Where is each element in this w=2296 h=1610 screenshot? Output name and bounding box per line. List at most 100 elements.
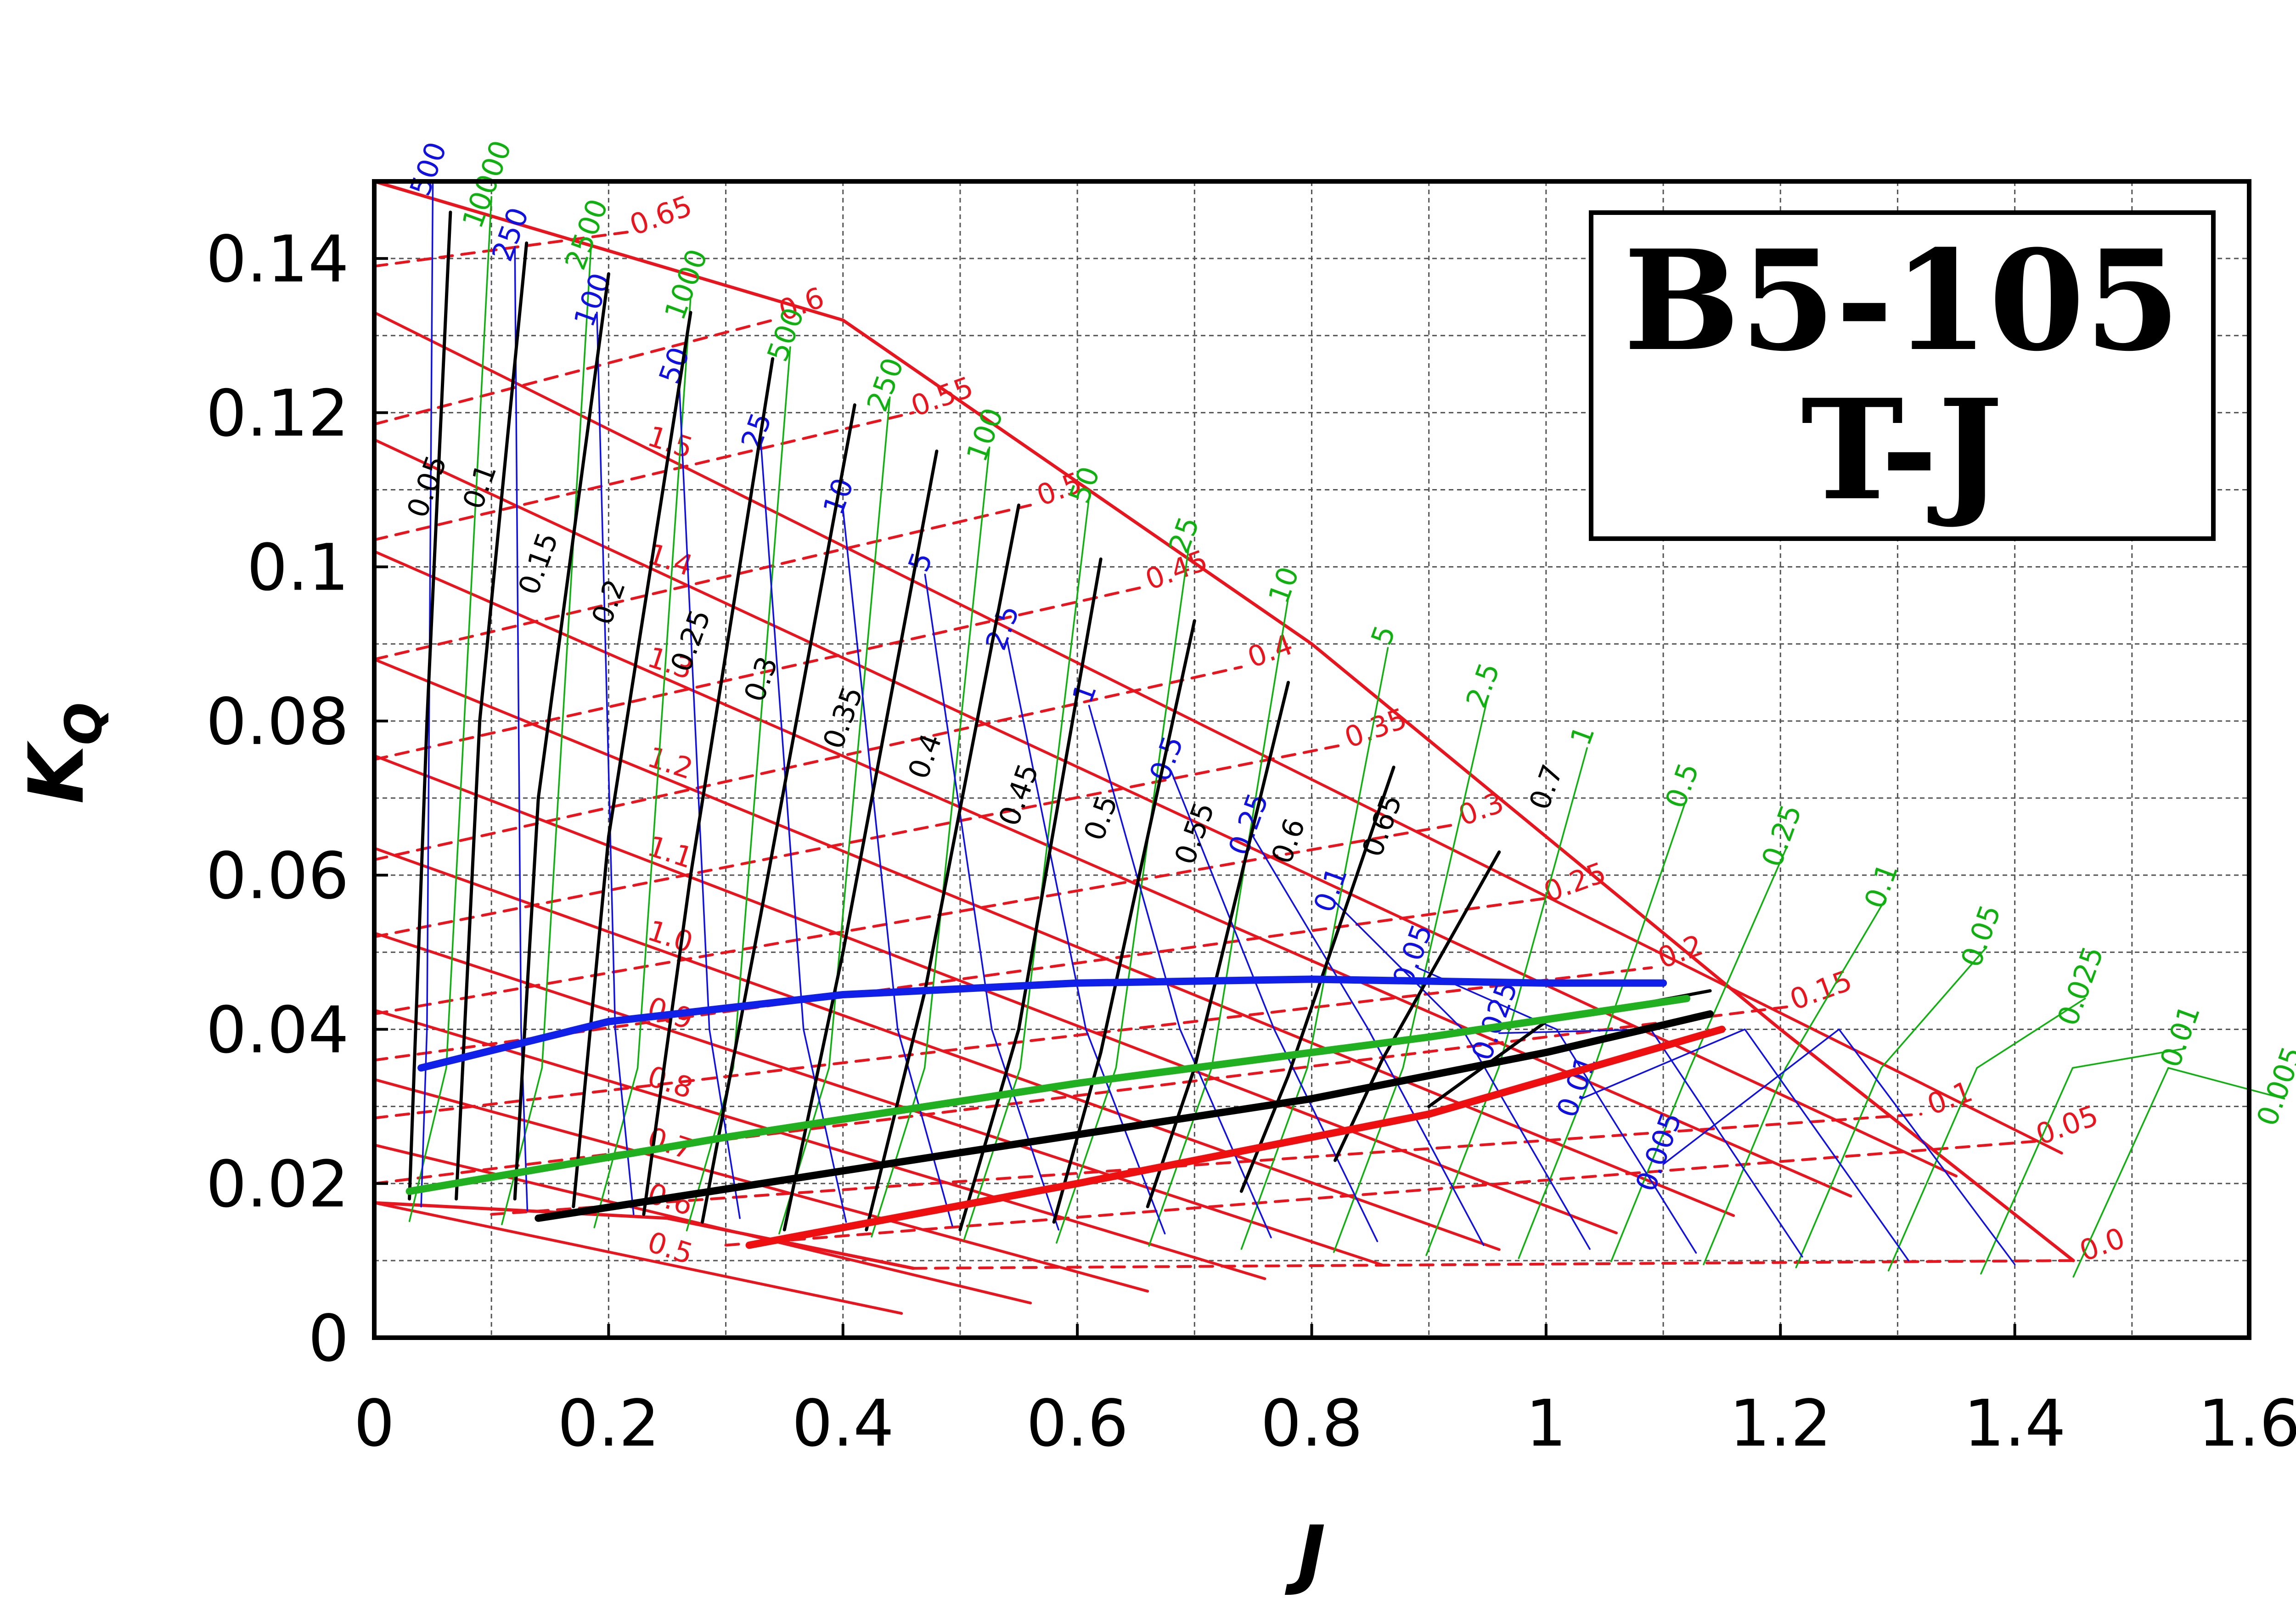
x-tick-label: 0.2: [557, 1386, 660, 1461]
blue-curve-label: 0.01: [1550, 1051, 1603, 1122]
x-tick-label: 0.4: [792, 1386, 894, 1461]
efficiency-curve: [1239, 766, 1396, 1193]
efficiency-label: 0.45: [992, 759, 1045, 830]
efficiency-curve: [1052, 619, 1196, 1224]
efficiency-label: 0.1: [456, 459, 503, 513]
green-curve: [1425, 747, 1588, 1256]
efficiency-label: 0.15: [512, 528, 565, 599]
y-tick-label: 0: [308, 1301, 349, 1376]
green-curve: [871, 446, 990, 1238]
dashed-line: [912, 1259, 2075, 1270]
y-tick-label: 0.08: [206, 685, 349, 760]
green-curve-label: 1: [1564, 721, 1601, 749]
blue-curve: [1006, 639, 1166, 1235]
x-axis-title: J: [1284, 1509, 1325, 1598]
blue-curve-label: 500: [403, 138, 453, 200]
blue-curve: [420, 180, 434, 1208]
green-curve: [1795, 947, 1986, 1268]
green-curve-label: 250: [860, 354, 910, 416]
green-curve: [2072, 1067, 2285, 1278]
y-tick-labels: 0 0.02 0.04 0.06 0.08 0.1 0.12 0.14: [206, 222, 388, 1376]
efficiency-label: 0.05: [400, 451, 454, 522]
efficiency-label: 0.4: [901, 729, 948, 783]
pitch-ratio-line: [373, 754, 1618, 1234]
optimum-blue-line: [417, 975, 1667, 1072]
green-curve-label: 100: [960, 404, 1010, 466]
dashed-line: [373, 411, 915, 541]
dashed-line-label: 0.55: [906, 370, 978, 423]
y-tick-label: 0.04: [206, 993, 349, 1068]
pitch-ratio-label: 1.2: [643, 740, 697, 786]
pitch-ratio-line: [373, 1201, 903, 1315]
x-tick-label: 0.8: [1261, 1386, 1363, 1461]
dashed-line: [373, 743, 1349, 939]
green-curve: [1333, 697, 1489, 1253]
blue-curve-label: 2.5: [979, 601, 1026, 655]
optimum-black-line: [535, 1010, 1714, 1222]
efficiency-curve: [701, 403, 856, 1224]
green-curve-label: 5: [1364, 621, 1402, 649]
chart-subtitle: T-J: [1801, 369, 2003, 531]
efficiency-label: 0.2: [585, 575, 632, 629]
dashed-line-label: 0.1: [1923, 1075, 1977, 1121]
dashed-line: [373, 1005, 1794, 1185]
blue-curve: [1088, 704, 1272, 1238]
plot-frame: [372, 179, 2251, 1340]
efficiency-curve: [513, 272, 610, 1201]
green-curve-label: 0.05: [1954, 901, 2008, 972]
dashed-line-label: 0.2: [1653, 928, 1707, 975]
dashed-line-label: 0.65: [625, 189, 697, 242]
efficiency-curve: [782, 450, 939, 1232]
green-curve: [963, 496, 1090, 1241]
blue-curve: [760, 442, 847, 1223]
blue-curve: [1170, 770, 1379, 1242]
pitch-ratio-line: [373, 658, 1735, 1217]
x-tick-label: 1.2: [1729, 1386, 1832, 1461]
blue-curve: [924, 574, 1060, 1231]
efficiency-curve: [455, 241, 529, 1201]
green-curve: [686, 346, 791, 1232]
blue-curve: [1662, 1028, 2016, 1266]
green-curve-label: 500: [760, 303, 810, 366]
efficiency-label: 0.25: [664, 605, 717, 676]
efficiency-label: 0.5: [1077, 791, 1124, 845]
y-tick-label: 0.14: [206, 222, 349, 297]
y-axis-title-group: KQ: [12, 702, 113, 804]
title-box: [1589, 210, 2216, 541]
dashed-line: [373, 665, 1243, 861]
blue-curve-label: 5: [901, 548, 939, 576]
blue-curve-label: 100: [567, 269, 617, 331]
dashed-line: [373, 585, 1149, 761]
green-curve-label: 0.025: [2051, 942, 2110, 1030]
green-curve: [1887, 997, 2086, 1272]
blue-curve: [1580, 1028, 1910, 1261]
green-curve-label: 0.005: [2250, 1042, 2296, 1130]
green-curve-label: 2.5: [1459, 659, 1506, 713]
y-tick-label: 0.1: [247, 530, 349, 605]
pitch-ratio-line: [373, 311, 2063, 1155]
blue-curve: [678, 377, 741, 1219]
dashed-line-label: 0.05: [2032, 1098, 2103, 1152]
x-tick-label: 1: [1525, 1386, 1566, 1461]
efficiency-curve: [958, 557, 1103, 1232]
green-curve: [1610, 847, 1787, 1262]
dashed-line: [373, 230, 634, 268]
dashed-line: [724, 1139, 2040, 1247]
x-tick-label: 0.6: [1026, 1386, 1129, 1461]
green-curve-label: 0.25: [1755, 800, 1808, 871]
blue-curve-label: 1: [1065, 679, 1103, 707]
optimum-green-line: [405, 995, 1691, 1195]
efficiency-label: 0.65: [1356, 790, 1409, 861]
dashed-line-label: 0.4: [1243, 627, 1297, 674]
efficiency-label: 0.55: [1168, 798, 1221, 869]
x-tick-label: 1.4: [1964, 1386, 2066, 1461]
green-curve-label: 1000: [658, 245, 715, 324]
efficiency-curve: [408, 210, 452, 1201]
green-curve: [1240, 647, 1389, 1250]
x-tick-labels: 0 0.2 0.4 0.6 0.8 1 1.2 1.4 1.6: [354, 1324, 2296, 1461]
optimum-red-line: [745, 1025, 1726, 1249]
efficiency-curve: [642, 357, 775, 1216]
pitch-ratio-boundary: [372, 1201, 915, 1270]
dashed-line: [490, 1113, 1923, 1216]
